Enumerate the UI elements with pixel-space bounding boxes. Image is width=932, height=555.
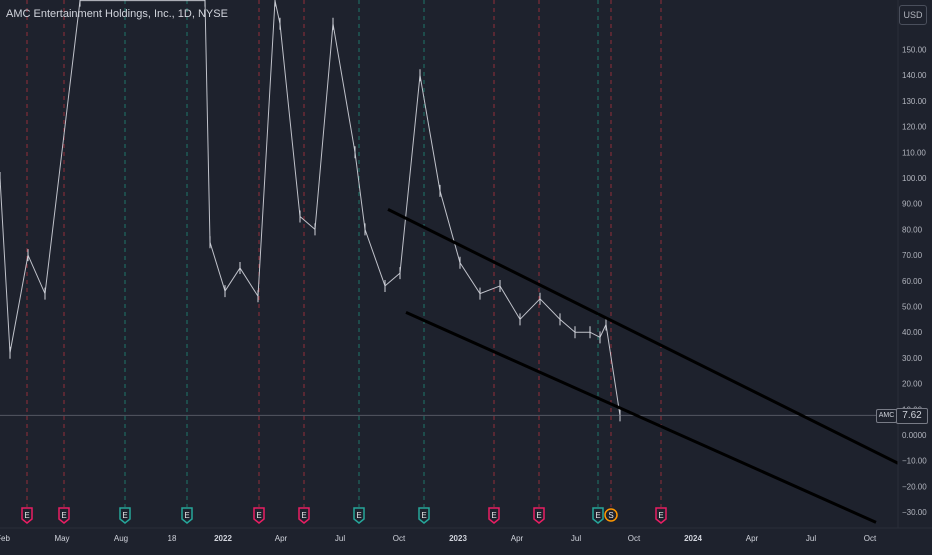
y-tick-label: 80.00 bbox=[902, 225, 923, 234]
y-tick-label: 30.00 bbox=[902, 354, 923, 363]
x-tick-label: Jul bbox=[571, 534, 581, 543]
y-tick-label: 20.00 bbox=[902, 380, 923, 389]
event-label: E bbox=[122, 511, 127, 520]
y-tick-label: −20.00 bbox=[902, 482, 927, 491]
event-label: E bbox=[61, 511, 66, 520]
x-tick-label: Apr bbox=[275, 534, 288, 543]
dividend-event-icon bbox=[119, 507, 131, 524]
y-tick-label: 130.00 bbox=[902, 97, 927, 106]
x-tick-label: Jul bbox=[335, 534, 345, 543]
event-label: E bbox=[536, 511, 541, 520]
event-label: E bbox=[421, 511, 426, 520]
earnings-event-icon bbox=[533, 507, 545, 524]
y-tick-label: 50.00 bbox=[902, 303, 923, 312]
event-label: E bbox=[184, 511, 189, 520]
x-tick-label: Jul bbox=[806, 534, 816, 543]
event-label: E bbox=[658, 511, 663, 520]
upper-trendline bbox=[387, 208, 899, 465]
earnings-event-icon bbox=[655, 507, 667, 524]
event-label: E bbox=[595, 511, 600, 520]
event-label: E bbox=[256, 511, 261, 520]
earnings-event-icon bbox=[298, 507, 310, 524]
last-price-ticker-badge: AMC bbox=[876, 409, 897, 423]
y-tick-label: −10.00 bbox=[902, 457, 927, 466]
split-event-icon bbox=[604, 508, 618, 522]
y-tick-label: 60.00 bbox=[902, 277, 923, 286]
dividend-event-icon bbox=[181, 507, 193, 524]
x-tick-label: Oct bbox=[628, 534, 641, 543]
x-tick-label: Feb bbox=[0, 534, 10, 543]
x-tick-label: 2024 bbox=[684, 534, 702, 543]
x-tick-label: May bbox=[54, 534, 69, 543]
y-tick-label: 100.00 bbox=[902, 174, 927, 183]
dividend-event-icon bbox=[592, 507, 604, 524]
y-tick-label: 40.00 bbox=[902, 328, 923, 337]
y-tick-label: 70.00 bbox=[902, 251, 923, 260]
y-tick-label: 150.00 bbox=[902, 46, 927, 55]
last-price-value-badge: 7.62 bbox=[896, 408, 928, 424]
earnings-event-icon bbox=[253, 507, 265, 524]
lower-trendline bbox=[405, 311, 877, 524]
dividend-event-icon bbox=[418, 507, 430, 524]
dividend-event-icon bbox=[353, 507, 365, 524]
y-tick-label: 120.00 bbox=[902, 123, 927, 132]
earnings-event-icon bbox=[488, 507, 500, 524]
currency-button[interactable]: USD bbox=[899, 5, 927, 25]
split-event-label: S bbox=[608, 511, 613, 520]
earnings-event-icon bbox=[58, 507, 70, 524]
x-tick-label: Oct bbox=[864, 534, 877, 543]
x-tick-label: Apr bbox=[511, 534, 524, 543]
x-tick-label: 2023 bbox=[449, 534, 467, 543]
x-tick-label: Oct bbox=[393, 534, 406, 543]
y-tick-label: −30.00 bbox=[902, 508, 927, 517]
event-label: E bbox=[356, 511, 361, 520]
y-tick-label: 140.00 bbox=[902, 71, 927, 80]
x-tick-label: 18 bbox=[168, 534, 177, 543]
event-label: E bbox=[491, 511, 496, 520]
price-line bbox=[0, 0, 621, 416]
x-tick-label: 2022 bbox=[214, 534, 232, 543]
x-tick-label: Apr bbox=[746, 534, 759, 543]
earnings-event-icon bbox=[21, 507, 33, 524]
y-tick-label: 90.00 bbox=[902, 200, 923, 209]
event-label: E bbox=[301, 511, 306, 520]
event-label: E bbox=[24, 511, 29, 520]
x-tick-label: Aug bbox=[114, 534, 128, 543]
y-tick-label: 110.00 bbox=[902, 148, 926, 157]
chart-title: AMC Entertainment Holdings, Inc., 1D, NY… bbox=[6, 8, 228, 20]
y-tick-label: 0.0000 bbox=[902, 431, 927, 440]
